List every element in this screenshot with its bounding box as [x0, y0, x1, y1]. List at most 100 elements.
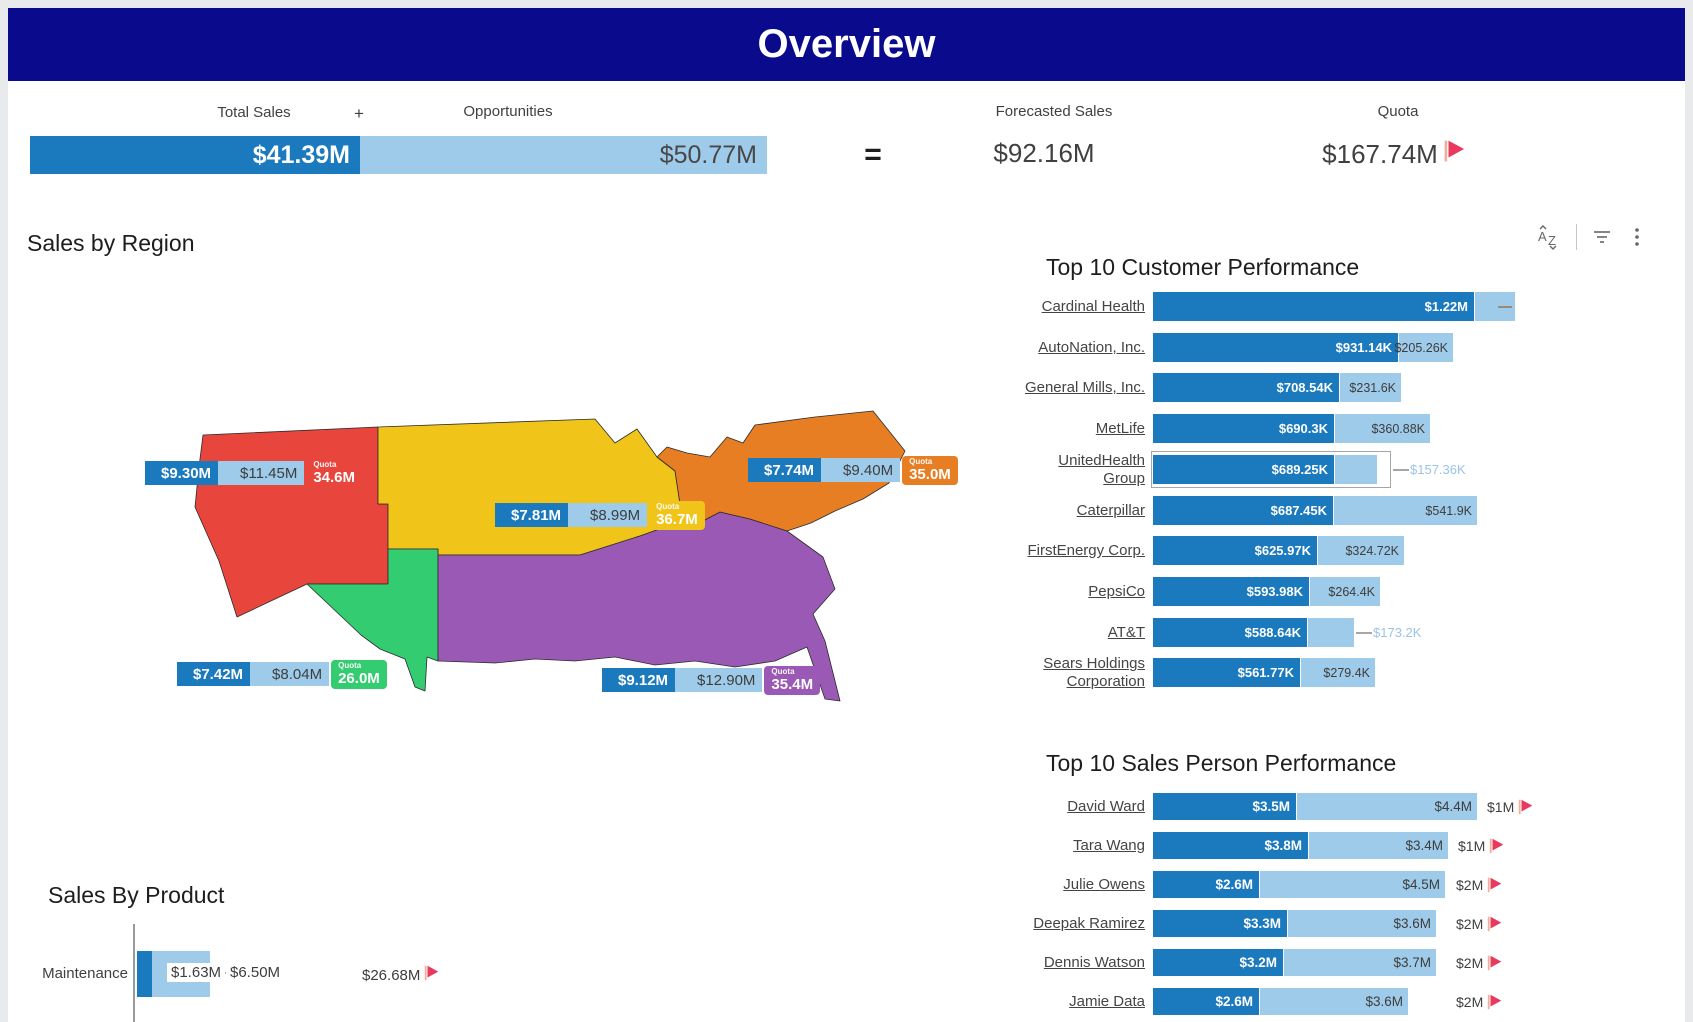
salesperson-opportunities-bar[interactable]: $4.4M [1297, 793, 1477, 820]
callout-opportunities-value: $8.04M [250, 662, 330, 686]
callout-sales-value: $7.81M [495, 503, 569, 527]
salesperson-link[interactable]: Deepak Ramirez [1033, 914, 1145, 932]
customer-sales-bar[interactable]: $690.3K [1153, 414, 1335, 443]
total-sales-bar[interactable]: $41.39M [30, 136, 360, 174]
equals-sign: = [864, 138, 882, 171]
product-chart-axis [133, 924, 135, 1022]
salesperson-link[interactable]: Julie Owens [1063, 875, 1145, 893]
salesperson-sales-bar[interactable]: $3.8M [1153, 832, 1309, 859]
callout-sales-value: $7.74M [748, 458, 822, 482]
region-callout-south-central[interactable]: $7.42M $8.04M Quota 26.0M [177, 660, 387, 689]
customer-opportunities-bar[interactable] [1308, 618, 1354, 647]
salesperson-link[interactable]: Dennis Watson [1043, 953, 1145, 971]
more-options-icon[interactable] [1627, 226, 1647, 248]
sales-by-product-title: Sales By Product [48, 882, 225, 908]
callout-quota-chip: Quota 34.6M [306, 459, 363, 488]
salesperson-sales-bar[interactable]: $3.3M [1153, 910, 1288, 937]
customer-link[interactable]: AT&T [1107, 623, 1145, 641]
customer-link[interactable]: Sears Holdings Corporation [1043, 655, 1145, 690]
callout-quota-chip: Quota 35.4M [764, 666, 821, 695]
region-callout-west[interactable]: $9.30M $11.45M Quota 34.6M [145, 459, 363, 488]
salesperson-opportunities-bar[interactable]: $3.6M [1260, 988, 1408, 1015]
customer-sales-bar[interactable]: $708.54K [1153, 373, 1340, 402]
customer-sales-bar[interactable]: $588.64K [1153, 618, 1308, 647]
total-sales-label: Total Sales [217, 104, 291, 121]
filter-icon[interactable] [1591, 226, 1613, 248]
top-salespeople-title: Top 10 Sales Person Performance [1046, 750, 1397, 776]
quota-flag-icon [1442, 138, 1468, 171]
quota-flag-icon [1486, 954, 1504, 972]
customer-opportunities-bar[interactable]: $541.9K [1334, 496, 1477, 525]
customer-opportunities-bar[interactable]: $279.4K [1301, 658, 1375, 687]
customer-link[interactable]: Cardinal Health [1041, 297, 1145, 315]
callout-quota-value: 36.7M [656, 511, 698, 528]
customer-opportunities-bar[interactable]: $205.26K [1394, 333, 1453, 362]
salesperson-quota-value: $1M [1458, 837, 1486, 854]
customer-sales-bar[interactable]: $561.77K [1153, 658, 1301, 687]
product-quota-cell: $26.68M [358, 963, 446, 987]
salesperson-link[interactable]: David Ward [1067, 797, 1145, 815]
salesperson-link[interactable]: Tara Wang [1073, 836, 1145, 854]
callout-quota-value: 35.4M [771, 676, 814, 693]
region-central[interactable] [377, 418, 683, 556]
salesperson-quota-value: $2M [1456, 915, 1484, 932]
salesperson-link[interactable]: Jamie Data [1069, 992, 1145, 1010]
opportunities-bar[interactable]: $50.77M [360, 136, 767, 174]
customer-sales-bar[interactable]: $593.98K [1153, 577, 1310, 606]
callout-quota-value: 26.0M [338, 670, 380, 687]
region-callout-central[interactable]: $7.81M $8.99M Quota 36.7M [495, 501, 705, 530]
salesperson-sales-bar[interactable]: $3.5M [1153, 793, 1297, 820]
callout-quota-value: 35.0M [909, 466, 951, 483]
customer-sales-bar[interactable]: $931.14K [1153, 333, 1399, 362]
product-sales-bar[interactable] [137, 951, 152, 997]
product-sales-value: $1.63M [167, 963, 226, 982]
salesperson-sales-bar[interactable]: $2.6M [1153, 988, 1260, 1015]
toolbar-divider [1576, 224, 1577, 250]
customer-opportunities-bar[interactable] [1335, 455, 1377, 484]
selected-bar-outline [1151, 451, 1391, 488]
product-opportunities-value: $6.50M [226, 963, 285, 982]
customer-link[interactable]: Caterpillar [1076, 501, 1145, 519]
salesperson-quota-cell: $2M [1456, 914, 1504, 934]
total-sales-value: $41.39M [252, 140, 350, 169]
quota-flag-icon [1486, 993, 1504, 1011]
region-callout-northeast[interactable]: $7.74M $9.40M Quota 35.0M [748, 456, 958, 485]
customer-sales-bar[interactable]: $689.25K [1153, 455, 1335, 484]
customer-opportunities-bar[interactable]: $231.6K [1340, 373, 1401, 402]
outside-label-connector [1393, 468, 1409, 471]
callout-quota-caption: Quota [338, 661, 362, 670]
quota-flag-icon [1517, 798, 1535, 816]
callout-quota-caption: Quota [656, 502, 680, 511]
customer-opportunities-value: $173.2K [1373, 624, 1422, 640]
salesperson-opportunities-bar[interactable]: $3.4M [1309, 832, 1448, 859]
customer-sales-bar[interactable]: $625.97K [1153, 536, 1318, 565]
customer-link[interactable]: PepsiCo [1088, 582, 1145, 600]
callout-sales-value: $9.12M [602, 668, 676, 692]
salesperson-sales-bar[interactable]: $3.2M [1153, 949, 1284, 976]
forecasted-sales-label: Forecasted Sales [995, 103, 1113, 120]
customer-link[interactable]: MetLife [1095, 419, 1145, 437]
salesperson-opportunities-bar[interactable]: $3.6M [1288, 910, 1436, 937]
customer-sales-bar[interactable]: $687.45K [1153, 496, 1334, 525]
salesperson-quota-cell: $1M [1458, 836, 1506, 856]
customer-sales-bar[interactable]: $1.22M [1153, 292, 1475, 321]
opportunities-label: Opportunities [463, 103, 553, 120]
customer-opportunities-bar[interactable]: $264.4K [1310, 577, 1380, 606]
callout-quota-chip: Quota 26.0M [331, 660, 387, 689]
customer-opportunities-bar[interactable]: $324.72K [1318, 536, 1404, 565]
customer-link[interactable]: UnitedHealth Group [1058, 452, 1145, 487]
quota-kpi: $167.74M [1280, 138, 1510, 171]
salesperson-opportunities-bar[interactable]: $3.7M [1284, 949, 1436, 976]
salesperson-opportunities-bar[interactable]: $4.5M [1260, 871, 1445, 898]
region-south-central[interactable] [306, 548, 439, 692]
salesperson-quota-value: $2M [1456, 876, 1484, 893]
sort-az-icon[interactable]: A Z [1536, 224, 1562, 250]
customer-link[interactable]: AutoNation, Inc. [1038, 338, 1145, 356]
customer-opportunities-bar[interactable]: $360.88K [1335, 414, 1430, 443]
region-callout-southeast[interactable]: $9.12M $12.90M Quota 35.4M [602, 666, 821, 695]
customer-link[interactable]: General Mills, Inc. [1024, 378, 1145, 396]
salesperson-sales-bar[interactable]: $2.6M [1153, 871, 1260, 898]
customer-link[interactable]: FirstEnergy Corp. [1027, 541, 1145, 559]
target-dash-marker [1498, 305, 1512, 308]
